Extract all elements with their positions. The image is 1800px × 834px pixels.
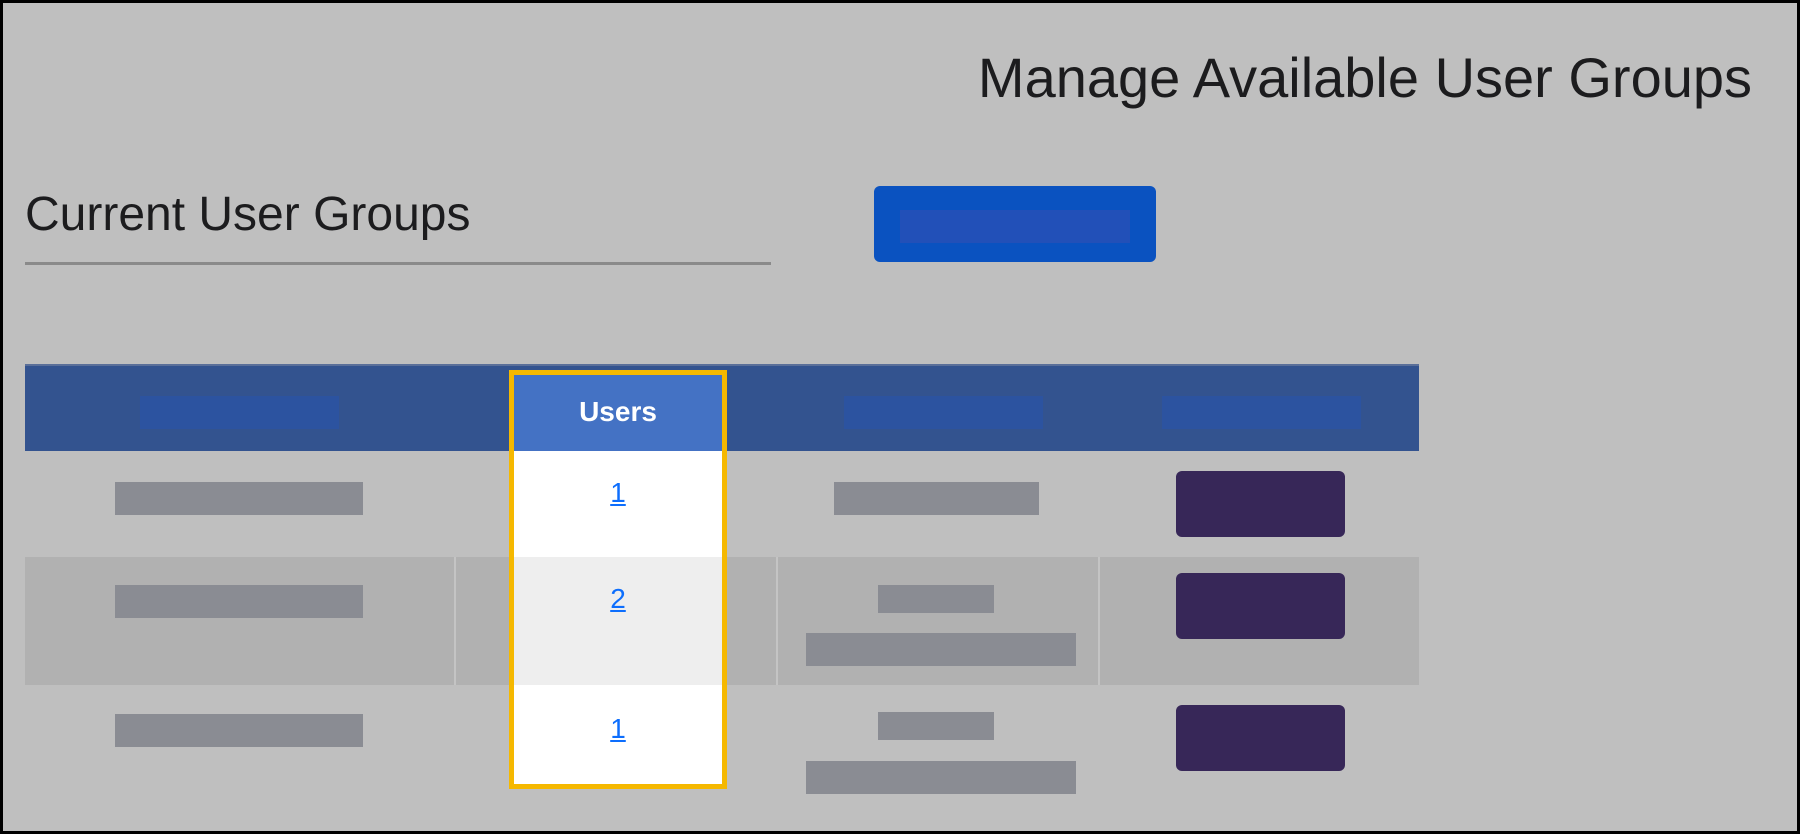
highlight-box [509,370,727,789]
users-column-header[interactable]: Users [511,370,725,454]
section-title: Current User Groups [25,188,471,241]
users-cell: 2 [511,557,725,685]
row-action-button[interactable] [1176,705,1345,771]
redacted-group-name [115,714,363,747]
redacted-group-name [115,482,363,515]
users-cell: 1 [511,685,725,789]
section-divider [25,262,771,265]
cell-divider [776,557,778,685]
redacted-column-header [140,396,339,429]
redacted-cell [878,712,994,740]
redacted-label [900,210,1130,243]
row-action-button[interactable] [1176,573,1345,639]
page-title: Manage Available User Groups [977,46,1752,109]
add-group-button[interactable] [874,186,1156,262]
redacted-group-name [115,585,363,618]
redacted-cell [834,482,1039,515]
users-count-link[interactable]: 2 [610,583,626,614]
cell-divider [1098,557,1100,685]
redacted-column-header [1162,396,1361,429]
redacted-cell [806,633,1076,666]
redacted-cell [806,761,1076,794]
table-row [25,685,1419,805]
users-count-link[interactable]: 1 [610,713,626,744]
cell-divider [454,557,456,685]
row-action-button[interactable] [1176,471,1345,537]
users-count-link[interactable]: 1 [610,477,626,508]
users-cell: 1 [511,451,725,557]
page: Manage Available User Groups Current Use… [3,3,1797,831]
redacted-cell [878,585,994,613]
redacted-column-header [844,396,1043,429]
table-row [25,451,1419,557]
